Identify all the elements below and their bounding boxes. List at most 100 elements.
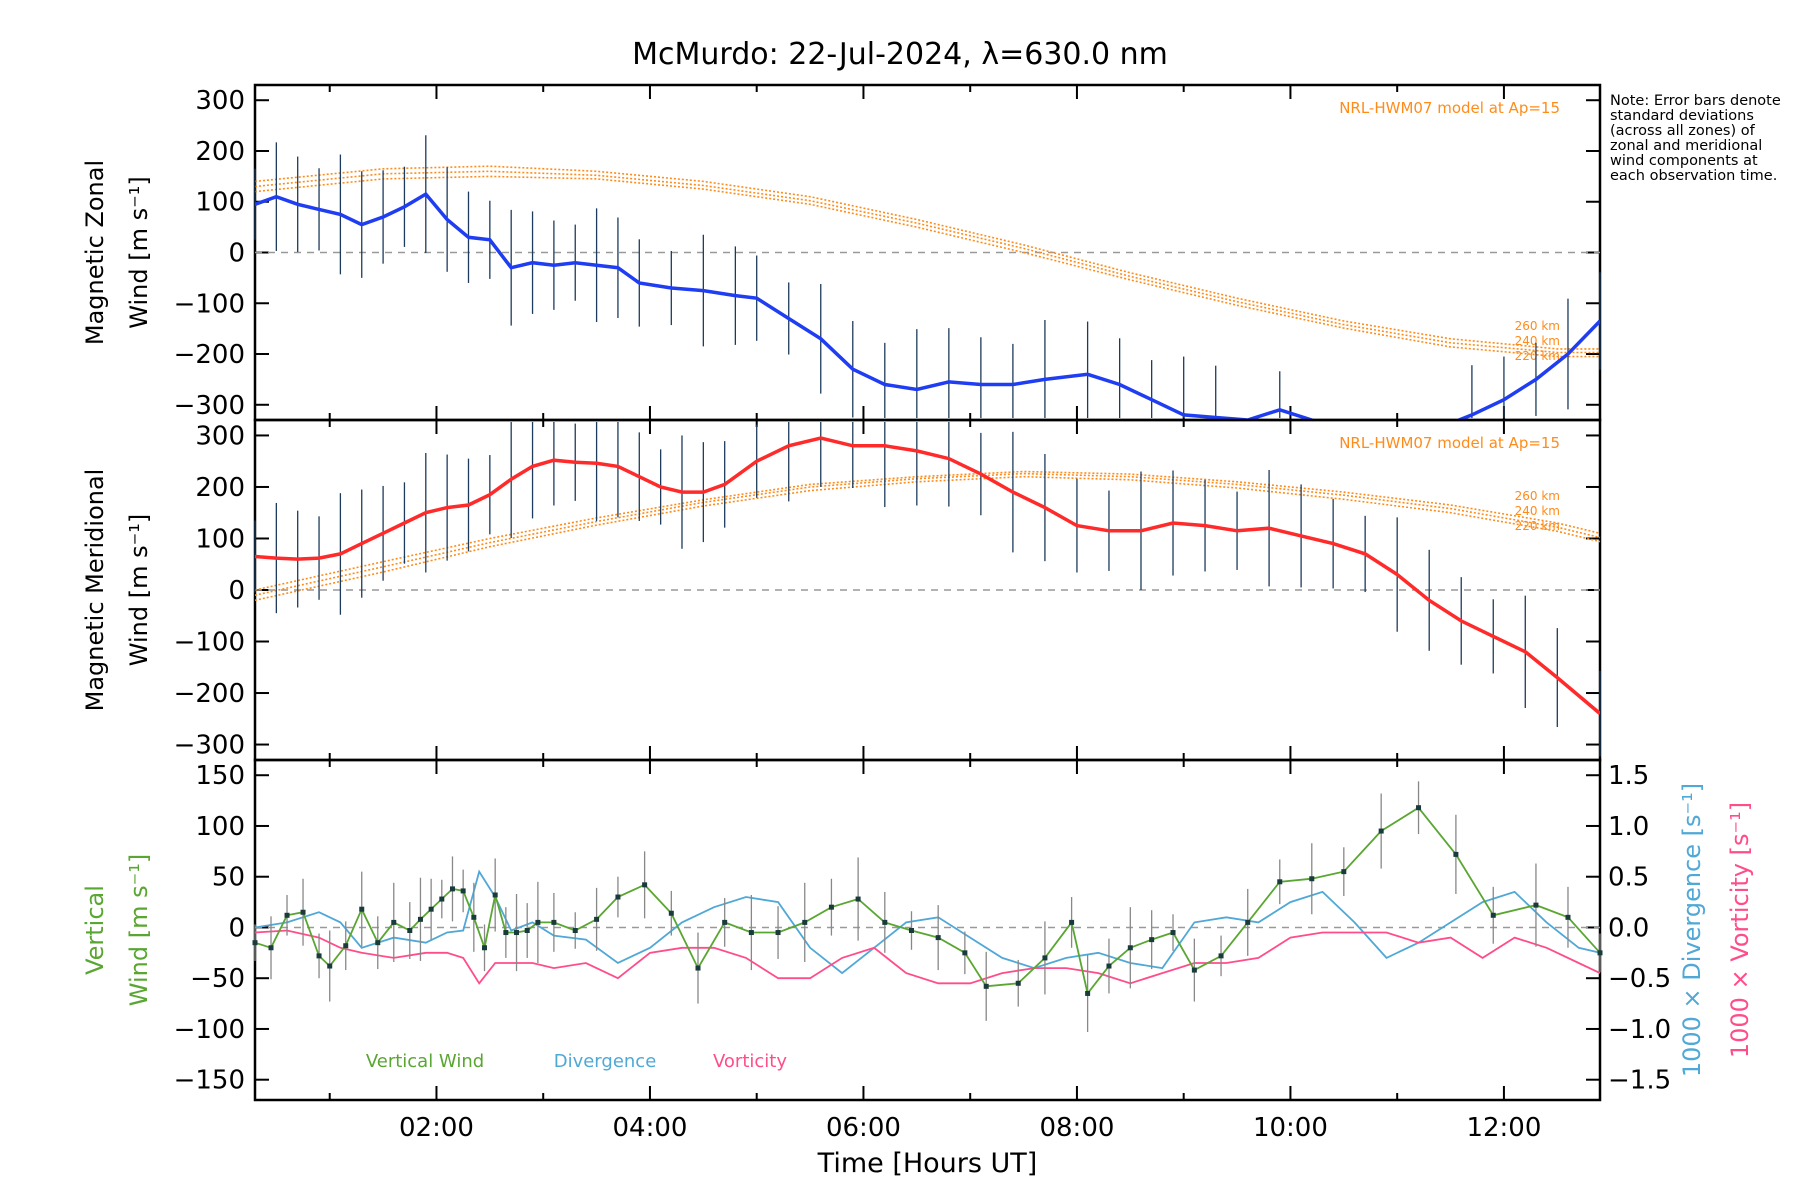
model-curve	[254, 175, 1600, 358]
y2-tick-label: −1.5	[1608, 1066, 1671, 1096]
y-tick-label: 300	[195, 421, 245, 451]
x-tick-label: 10:00	[1253, 1113, 1328, 1143]
vertical-wind-point	[882, 919, 888, 925]
x-tick-label: 02:00	[399, 1113, 474, 1143]
y-tick-label: 0	[228, 239, 245, 269]
vertical-wind-point	[482, 945, 488, 951]
vertical-wind-point	[524, 928, 530, 934]
y-tick-label: 200	[195, 137, 245, 167]
vertical-wind-point	[775, 930, 781, 936]
vertical-wind-point	[572, 928, 578, 934]
y2-tick-label: 1.0	[1608, 812, 1649, 842]
divergence-line	[254, 869, 1601, 975]
vertical-wind-point	[359, 906, 365, 912]
y-tick-label: −200	[174, 679, 245, 709]
y-tick-label: 100	[195, 812, 245, 842]
vertical-wind-point	[535, 919, 541, 925]
vertical-wind-point	[343, 943, 349, 949]
y-tick-label: −150	[174, 1066, 245, 1096]
vertical-wind-line	[254, 806, 1601, 996]
y2-axis-label-divergence: 1000 × Divergence [s⁻¹]	[1678, 783, 1706, 1077]
vertical-wind-point	[1015, 980, 1021, 986]
vertical-wind-point	[1597, 950, 1603, 956]
model-curve	[254, 470, 1601, 591]
vertical-wind-point	[375, 940, 381, 946]
vertical-wind-point	[1069, 919, 1075, 925]
vertical-wind-point	[1565, 914, 1571, 920]
vertical-wind-point	[1170, 930, 1176, 936]
vertical-wind-point	[908, 928, 914, 934]
y-tick-label: 0	[228, 913, 245, 943]
vertical-wind-point	[695, 965, 701, 971]
x-tick-label: 12:00	[1466, 1113, 1541, 1143]
vertical-wind-point	[1085, 990, 1091, 996]
altitude-label: 260 km	[1515, 489, 1560, 503]
vertical-wind-point	[1533, 902, 1539, 908]
vertical-wind-point	[1218, 953, 1224, 959]
y2-tick-label: 0.0	[1608, 913, 1649, 943]
vertical-wind-point	[1149, 937, 1155, 943]
y-axis-label-units: Wind [m s⁻¹]	[125, 514, 153, 666]
y-tick-label: −300	[174, 731, 245, 761]
y2-tick-label: 1.5	[1608, 761, 1649, 791]
x-axis-label: Time [Hours UT]	[817, 1148, 1038, 1179]
legend-item: Vorticity	[713, 1051, 787, 1072]
vertical-wind-point	[1453, 851, 1459, 857]
vertical-wind-point	[1277, 879, 1283, 885]
y-axis-label-units: Wind [m s⁻¹]	[125, 854, 153, 1006]
y-axis-label: Vertical	[81, 885, 109, 975]
vertical-wind-point	[722, 919, 728, 925]
vertical-wind-point	[417, 916, 423, 922]
meridional-wind-line	[255, 436, 1600, 715]
vertical-wind-point	[407, 928, 413, 934]
plot-layer: 300 200 100 0 −100 −200 −300 Magnetic Zonal Wind…	[81, 83, 1754, 1179]
error-bar-note: Note: Error bars denote standard deviati…	[1610, 93, 1781, 184]
vertical-wind-point	[1245, 919, 1251, 925]
altitude-label: 240 km	[1515, 504, 1560, 518]
model-curve	[254, 170, 1600, 354]
y-tick-label: 300	[195, 86, 245, 116]
x-tick-label: 08:00	[1039, 1113, 1114, 1143]
y-tick-label: 0	[228, 576, 245, 606]
vertical-wind-point	[1106, 963, 1112, 969]
vertical-wind-point	[1378, 828, 1384, 834]
altitude-label: 260 km	[1515, 319, 1560, 333]
legend-item: Divergence	[554, 1051, 657, 1072]
altitude-label: 220 km	[1515, 519, 1560, 533]
vertical-wind-point	[439, 896, 445, 902]
y-axis-label-units: Wind [m s⁻¹]	[125, 176, 153, 328]
vertical-wind-point	[503, 930, 509, 936]
vertical-wind-point	[983, 983, 989, 989]
y-tick-label: −200	[174, 340, 245, 370]
vertical-wind-point	[284, 912, 290, 918]
vertical-wind-point	[855, 896, 861, 902]
altitude-label: 220 km	[1515, 349, 1560, 363]
y2-tick-label: −0.5	[1608, 964, 1671, 994]
y-tick-label: 100	[195, 188, 245, 218]
model-curve	[254, 475, 1601, 602]
vertical-wind-point	[1416, 805, 1422, 811]
zonal-wind-line	[255, 191, 1600, 420]
y-tick-label: 50	[212, 863, 245, 893]
vertical-wind-point	[642, 882, 648, 888]
y-tick-label: −100	[174, 1015, 245, 1045]
vertical-wind-point	[594, 916, 600, 922]
model-label: NRL-HWM07 model at Ap=15	[1339, 99, 1560, 117]
vertical-wind-point	[268, 945, 274, 951]
vertical-wind-point	[802, 919, 808, 925]
vertical-wind-point	[1042, 955, 1048, 961]
vertical-wind-point	[460, 888, 466, 894]
y2-tick-label: 0.5	[1608, 863, 1649, 893]
vertical-wind-point	[1191, 967, 1197, 973]
y-tick-label: −100	[174, 628, 245, 658]
legend-item: Vertical Wind	[366, 1051, 484, 1072]
y-tick-label: 200	[195, 473, 245, 503]
vertical-wind-point	[1309, 876, 1315, 882]
y-tick-label: 100	[195, 524, 245, 554]
vertical-wind-point	[935, 935, 941, 941]
x-tick-label: 04:00	[612, 1113, 687, 1143]
vorticity-line	[254, 929, 1601, 985]
vertical-wind-point	[962, 950, 968, 956]
vertical-wind-point	[391, 919, 397, 925]
